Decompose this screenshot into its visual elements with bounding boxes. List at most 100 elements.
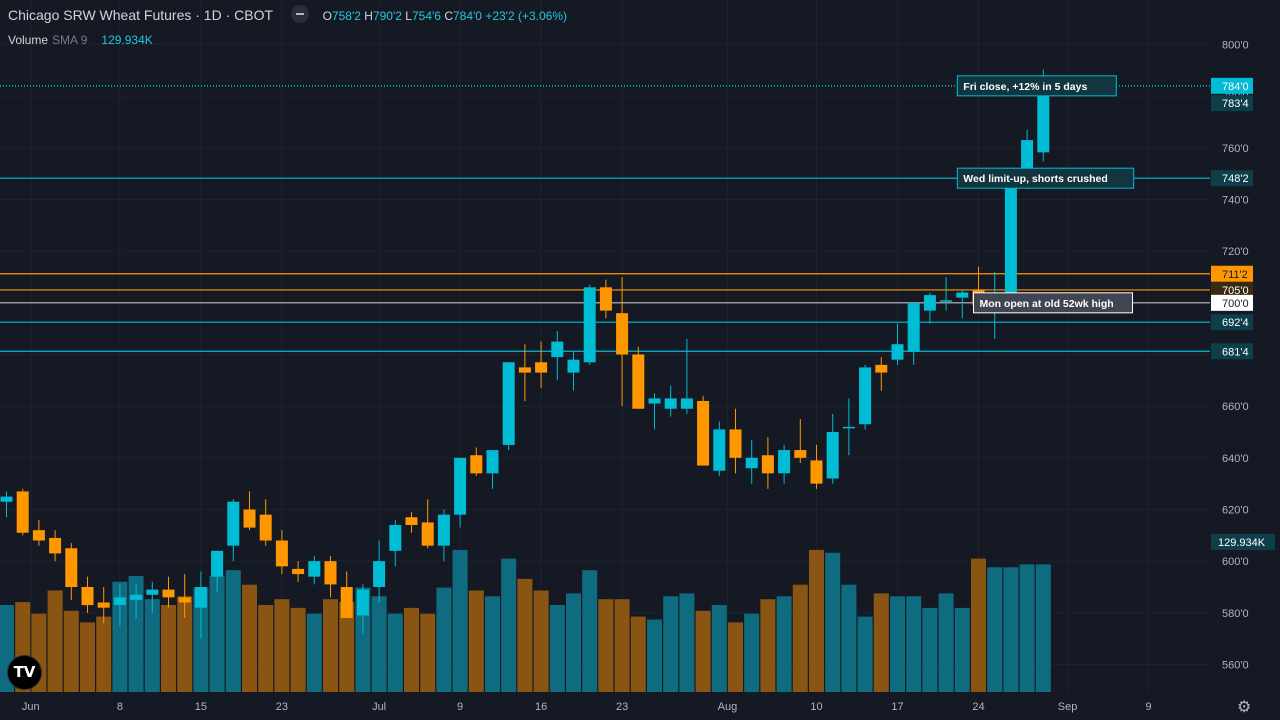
price-badge (1211, 170, 1253, 187)
candle-body (761, 455, 774, 474)
candle-body (680, 398, 693, 409)
candle-body (664, 398, 677, 409)
price-tick-label: 660'0 (1222, 401, 1249, 413)
volume-badge-label: 129.934K (1218, 537, 1266, 549)
price-tick-label: 640'0 (1222, 453, 1249, 465)
candle-body (32, 530, 45, 541)
ohlc-values: O758'2 H790'2 L754'6 C784'0 +23'2 (+3.06… (323, 9, 567, 23)
volume-bar (533, 590, 549, 692)
time-tick-label: 9 (457, 701, 463, 713)
price-tick-label: 560'0 (1222, 660, 1249, 672)
volume-bar (290, 607, 306, 692)
volume-bar (387, 613, 403, 692)
candle-body (551, 341, 564, 358)
collapse-legend-button[interactable] (290, 5, 309, 24)
volume-bar (306, 613, 322, 692)
close-label: C (444, 9, 453, 23)
candle-body (130, 594, 143, 600)
volume-bar (841, 584, 857, 692)
candle-body (535, 362, 548, 373)
volume-bar (161, 605, 176, 692)
time-tick-label: Jun (22, 701, 40, 713)
candle-body (113, 597, 126, 606)
volume-bar (1035, 564, 1051, 692)
candle-body (745, 457, 758, 469)
volume-bar (258, 605, 274, 692)
candle-body (486, 450, 499, 474)
candle-body (616, 313, 629, 355)
volume-bar (954, 607, 970, 692)
candle-body (518, 367, 531, 373)
candle-body (65, 548, 78, 587)
price-tick-label: 580'0 (1222, 608, 1249, 620)
volume-bar (809, 549, 824, 692)
candle-body (275, 540, 288, 567)
volume-bar (225, 570, 241, 692)
close-value: 784'0 (452, 9, 482, 23)
volume-bar (760, 599, 776, 692)
volume-bar (890, 596, 905, 692)
candle-body (292, 568, 305, 575)
volume-bar (776, 596, 792, 692)
volume-bar (128, 576, 144, 692)
volume-bar (371, 596, 387, 692)
price-badge-label: 700'0 (1222, 298, 1249, 310)
volume-bar (614, 599, 630, 692)
candle-body (648, 398, 661, 404)
time-tick-label: 15 (195, 701, 207, 713)
volume-sma-label: SMA 9 (52, 33, 88, 47)
gear-icon[interactable]: ⚙ (1237, 699, 1252, 716)
annotation-box (973, 292, 1133, 314)
candle-body (859, 367, 872, 425)
candle-body (437, 514, 450, 546)
volume-bar (922, 607, 938, 692)
volume-legend[interactable]: Volume SMA 9 129.934K (8, 33, 153, 47)
volume-bar (339, 602, 355, 692)
volume-bar (47, 590, 63, 692)
volume-bar (144, 599, 160, 692)
candle-body (308, 561, 321, 577)
time-tick-label: 24 (972, 701, 984, 713)
candle-body (16, 491, 29, 533)
candle-body (389, 525, 402, 551)
candle-body (729, 429, 742, 458)
candle-body (826, 432, 839, 479)
volume-bar (517, 578, 533, 692)
time-tick-label: Aug (718, 701, 738, 713)
volume-bar (80, 622, 95, 692)
high-value: 790'2 (372, 9, 402, 23)
open-value: 758'2 (331, 9, 361, 23)
candle-body (97, 602, 110, 608)
candle-body (940, 300, 953, 302)
candle-body (81, 587, 94, 606)
volume-bar (744, 613, 760, 692)
price-tick-label: 740'0 (1222, 195, 1249, 207)
volume-badge (1211, 534, 1275, 550)
candle-body (583, 287, 596, 363)
price-badge (1211, 294, 1253, 311)
volume-bar (582, 570, 598, 692)
open-label: O (322, 9, 332, 23)
time-tick-label: 9 (1146, 701, 1152, 713)
volume-bar (857, 616, 873, 692)
volume-value: 129.934K (101, 33, 153, 47)
volume-bar (630, 616, 646, 692)
candle-body (0, 496, 13, 502)
price-axis-bg (1210, 0, 1280, 720)
tradingview-logo-icon[interactable]: TV (7, 655, 42, 690)
volume-bar (1003, 567, 1019, 692)
candle-body (923, 295, 936, 311)
volume-bar (501, 558, 517, 692)
candle-body (875, 364, 888, 373)
time-tick-label: Sep (1058, 701, 1078, 713)
candle-body (956, 292, 969, 298)
volume-bar (938, 593, 954, 692)
volume-bar (549, 605, 565, 692)
candle-body (146, 589, 159, 595)
symbol-title[interactable]: Chicago SRW Wheat Futures · 1D · CBOT (8, 7, 273, 23)
price-badge (1211, 343, 1253, 360)
price-tick-label: 620'0 (1222, 505, 1249, 517)
time-tick-label: Jul (372, 701, 386, 713)
volume-bar (468, 590, 484, 692)
